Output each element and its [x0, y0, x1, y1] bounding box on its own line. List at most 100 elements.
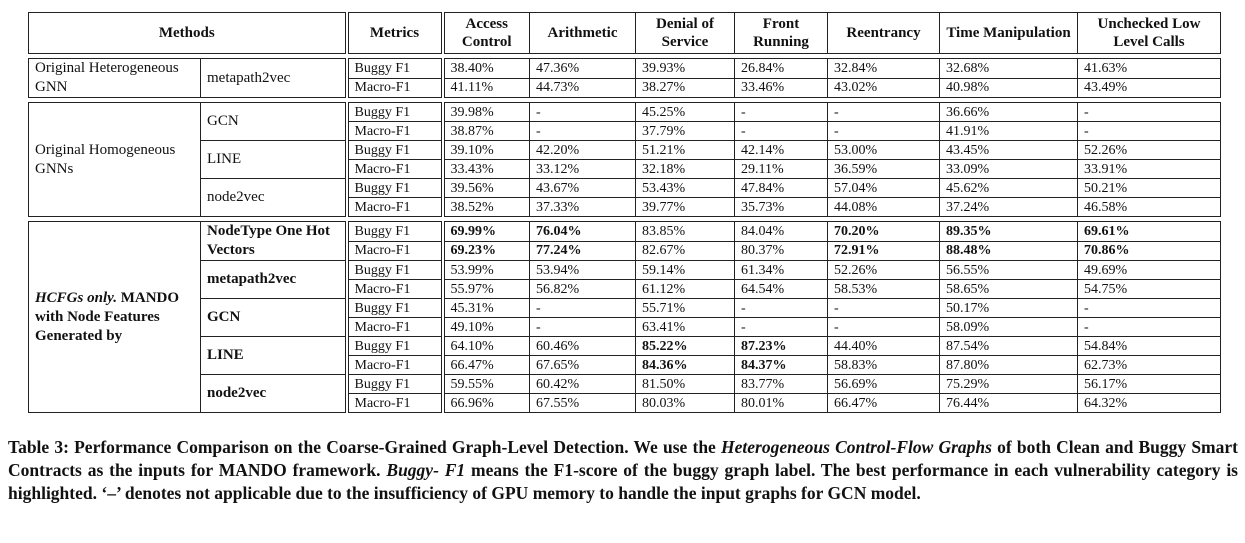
- value-cell: 37.79%: [635, 121, 735, 141]
- value-cell: 49.69%: [1077, 260, 1221, 280]
- value-cell: 52.26%: [827, 260, 940, 280]
- value-cell: 67.65%: [529, 355, 636, 375]
- value-cell: 26.84%: [734, 58, 828, 79]
- metric-name: Macro-F1: [346, 393, 445, 413]
- method-name: metapath2vec: [200, 58, 349, 98]
- value-cell: 55.71%: [635, 298, 735, 318]
- value-cell: 58.83%: [827, 355, 940, 375]
- value-cell: 62.73%: [1077, 355, 1221, 375]
- value-cell: -: [529, 317, 636, 337]
- value-cell: 56.17%: [1077, 374, 1221, 394]
- value-cell: 81.50%: [635, 374, 735, 394]
- value-cell: 58.65%: [939, 279, 1078, 299]
- value-cell: 61.34%: [734, 260, 828, 280]
- value-cell: 32.84%: [827, 58, 940, 79]
- value-cell: 41.11%: [442, 77, 530, 98]
- caption-segment: Table 3: Performance Comparison on the C…: [8, 437, 722, 457]
- data-row: Original Heterogeneous GNN metapath2vec Bu…: [28, 58, 1221, 98]
- value-cell: 39.56%: [442, 178, 530, 198]
- value-cell: 57.04%: [827, 178, 940, 198]
- data-row: LINE Buggy F1 64.10% 60.46% 85.22% 87.23% 44.4…: [29, 336, 1221, 375]
- value-cell: 45.25%: [635, 102, 735, 122]
- value-cell: 56.55%: [939, 260, 1078, 280]
- value-cell: 42.14%: [734, 140, 828, 160]
- value-cell: 43.49%: [1077, 77, 1221, 98]
- value-cell: 69.61%: [1077, 221, 1221, 242]
- gap-cell: [28, 216, 1221, 222]
- data-row: node2vec Buggy F1 59.55% 60.42% 81.50% 83.77%…: [29, 374, 1221, 413]
- metric-name: Buggy F1: [346, 102, 445, 122]
- metric-name: Buggy F1: [346, 221, 445, 242]
- value-cell: 50.21%: [1077, 178, 1221, 198]
- value-cell: 80.37%: [734, 240, 828, 261]
- group-label-text: Original Homogeneous GNNs: [35, 141, 176, 177]
- gap-row: [28, 216, 1221, 222]
- value-cell: 67.55%: [529, 393, 636, 413]
- value-cell: -: [529, 298, 636, 318]
- metric-name: Macro-F1: [346, 240, 445, 261]
- metric-name: Buggy F1: [346, 374, 445, 394]
- data-row: node2vec Buggy F1 39.56% 43.67% 53.43% 47.84%…: [29, 178, 1221, 217]
- value-cell: 44.40%: [827, 336, 940, 356]
- metric-name: Macro-F1: [346, 279, 445, 299]
- value-cell: 33.12%: [529, 159, 636, 179]
- data-row: GCN Buggy F1 45.31% -55.71% - -50.17% -: [29, 298, 1221, 337]
- metric-name: Buggy F1: [346, 336, 445, 356]
- value-cell: 39.93%: [635, 58, 735, 79]
- data-row: Macro-F1 33.43% 33.12% 32.18% 29.11% 36.59% 33…: [29, 159, 1221, 179]
- caption-segment: Buggy- F1: [386, 460, 466, 480]
- value-cell: 39.98%: [442, 102, 530, 122]
- table-wrap: Methods Metrics Access Control Arithmetic…: [28, 12, 1221, 413]
- value-cell: -: [734, 121, 828, 141]
- header-cell: Metrics: [346, 12, 445, 54]
- method-name: GCN: [200, 298, 349, 337]
- value-cell: 76.44%: [939, 393, 1078, 413]
- value-cell: -: [1077, 317, 1221, 337]
- value-cell: 87.80%: [939, 355, 1078, 375]
- method-name: NodeType One Hot Vectors: [200, 221, 349, 261]
- value-cell: 54.84%: [1077, 336, 1221, 356]
- value-cell: 72.91%: [827, 240, 940, 261]
- value-cell: -: [734, 102, 828, 122]
- results-table: Methods Metrics Access Control Arithmetic…: [28, 12, 1221, 413]
- value-cell: 44.08%: [827, 197, 940, 217]
- value-cell: 52.26%: [1077, 140, 1221, 160]
- metric-name: Buggy F1: [346, 140, 445, 160]
- value-cell: 64.32%: [1077, 393, 1221, 413]
- value-cell: 33.09%: [939, 159, 1078, 179]
- value-cell: 60.42%: [529, 374, 636, 394]
- metric-name: Macro-F1: [346, 317, 445, 337]
- value-cell: 85.22%: [635, 336, 735, 356]
- value-cell: 70.20%: [827, 221, 940, 242]
- value-cell: -: [827, 121, 940, 141]
- group-label: HCFGs only. MANDO with Node Features Gen…: [28, 221, 201, 413]
- header-row: Methods Metrics Access Control Arithmetic…: [28, 12, 1221, 54]
- group-label: Original Homogeneous GNNs: [28, 102, 201, 217]
- value-cell: 33.91%: [1077, 159, 1221, 179]
- value-cell: 58.09%: [939, 317, 1078, 337]
- value-cell: 69.23%: [442, 240, 530, 261]
- value-cell: 88.48%: [939, 240, 1078, 261]
- value-cell: 70.86%: [1077, 240, 1221, 261]
- value-cell: 84.37%: [734, 355, 828, 375]
- value-cell: 49.10%: [442, 317, 530, 337]
- data-row: Macro-F1 66.96% 67.55% 80.03% 80.01% 66.47% 76…: [29, 393, 1221, 413]
- method-name: node2vec: [200, 178, 349, 217]
- value-cell: 64.54%: [734, 279, 828, 299]
- metric-name: Buggy F1: [346, 178, 445, 198]
- header-cell: Arithmetic: [529, 12, 636, 54]
- value-cell: 82.67%: [635, 240, 735, 261]
- value-cell: -: [529, 121, 636, 141]
- value-cell: 29.11%: [734, 159, 828, 179]
- header-cell: Denial of Service: [635, 12, 735, 54]
- value-cell: 54.75%: [1077, 279, 1221, 299]
- value-cell: 89.35%: [939, 221, 1078, 242]
- value-cell: 66.96%: [442, 393, 530, 413]
- value-cell: 66.47%: [442, 355, 530, 375]
- header-cell: Unchecked Low Level Calls: [1077, 12, 1221, 54]
- value-cell: 53.43%: [635, 178, 735, 198]
- value-cell: 58.53%: [827, 279, 940, 299]
- value-cell: 87.23%: [734, 336, 828, 356]
- value-cell: -: [529, 102, 636, 122]
